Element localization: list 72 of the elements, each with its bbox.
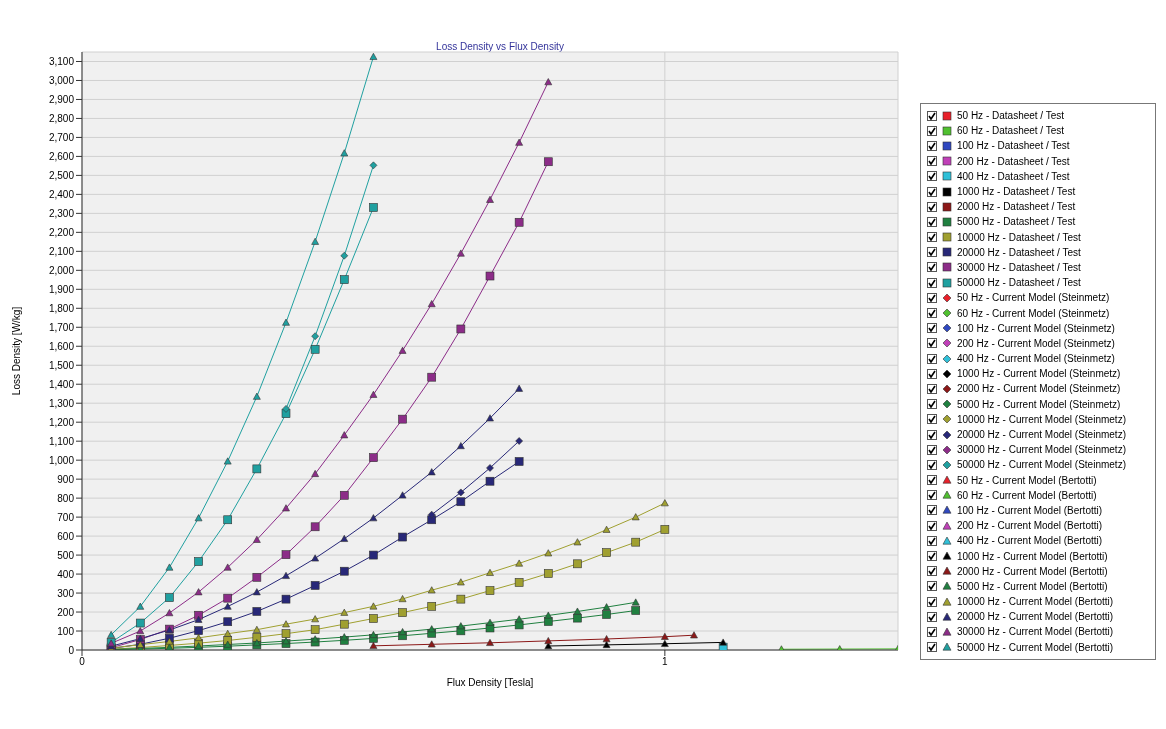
legend-label: 30000 Hz - Current Model (Bertotti) bbox=[957, 626, 1114, 638]
legend-label: 50000 Hz - Current Model (Bertotti) bbox=[957, 641, 1114, 653]
y-tick-label: 3,100 bbox=[48, 56, 75, 68]
legend-label: 400 Hz - Current Model (Bertotti) bbox=[957, 535, 1103, 547]
legend-label: 400 Hz - Current Model (Steinmetz) bbox=[957, 353, 1115, 365]
y-tick-label: 1,600 bbox=[48, 340, 75, 352]
legend-label: 1000 Hz - Datasheet / Test bbox=[957, 186, 1076, 198]
legend-label: 200 Hz - Current Model (Bertotti) bbox=[957, 520, 1103, 532]
legend-label: 5000 Hz - Datasheet / Test bbox=[957, 216, 1076, 228]
y-tick-label: 2,100 bbox=[48, 245, 75, 257]
legend-label: 100 Hz - Current Model (Bertotti) bbox=[957, 504, 1103, 516]
legend-label: 10000 Hz - Current Model (Steinmetz) bbox=[957, 413, 1126, 425]
y-tick-label: 700 bbox=[57, 511, 75, 523]
y-tick-label: 100 bbox=[57, 625, 75, 637]
legend-label: 100 Hz - Datasheet / Test bbox=[957, 140, 1070, 152]
y-tick-label: 2,200 bbox=[48, 226, 75, 238]
legend-label: 2000 Hz - Current Model (Steinmetz) bbox=[957, 383, 1121, 395]
y-tick-label: 1,300 bbox=[48, 397, 75, 409]
y-tick-label: 1,100 bbox=[48, 435, 75, 447]
y-tick-label: 1,800 bbox=[48, 302, 75, 314]
y-tick-label: 2,600 bbox=[48, 150, 75, 162]
y-tick-label: 1,200 bbox=[48, 416, 75, 428]
legend-label: 10000 Hz - Current Model (Bertotti) bbox=[957, 596, 1114, 608]
legend-label: 20000 Hz - Current Model (Steinmetz) bbox=[957, 429, 1126, 441]
legend-label: 50 Hz - Current Model (Bertotti) bbox=[957, 474, 1097, 486]
y-tick-label: 2,700 bbox=[48, 131, 75, 143]
y-tick-label: 1,700 bbox=[48, 321, 75, 333]
y-tick-label: 2,300 bbox=[48, 207, 75, 219]
y-axis-title: Loss Density [W/kg] bbox=[10, 306, 22, 396]
y-tick-label: 2,500 bbox=[48, 169, 75, 181]
y-tick-label: 400 bbox=[57, 568, 75, 580]
y-tick-label: 2,400 bbox=[48, 188, 75, 200]
legend-label: 5000 Hz - Current Model (Bertotti) bbox=[957, 580, 1108, 592]
y-tick-label: 2,800 bbox=[48, 112, 75, 124]
legend-label: 30000 Hz - Datasheet / Test bbox=[957, 261, 1081, 273]
legend-label: 50 Hz - Datasheet / Test bbox=[957, 110, 1065, 122]
legend-label: 20000 Hz - Current Model (Bertotti) bbox=[957, 611, 1114, 623]
x-tick-label: 1 bbox=[662, 656, 669, 668]
legend-label: 60 Hz - Datasheet / Test bbox=[957, 125, 1065, 137]
y-tick-label: 900 bbox=[57, 473, 75, 485]
y-tick-label: 200 bbox=[57, 606, 75, 618]
legend-label: 1000 Hz - Current Model (Steinmetz) bbox=[957, 368, 1121, 380]
x-axis-title: Flux Density [Tesla] bbox=[446, 677, 534, 688]
y-tick-label: 1,500 bbox=[48, 359, 75, 371]
legend-label: 60 Hz - Current Model (Steinmetz) bbox=[957, 307, 1110, 319]
legend-label: 60 Hz - Current Model (Bertotti) bbox=[957, 489, 1097, 501]
legend-label: 200 Hz - Current Model (Steinmetz) bbox=[957, 337, 1115, 349]
legend-label: 400 Hz - Datasheet / Test bbox=[957, 170, 1070, 182]
chart-title: Loss Density vs Flux Density bbox=[435, 41, 565, 52]
y-tick-label: 3,000 bbox=[48, 75, 75, 87]
y-tick-label: 800 bbox=[57, 492, 75, 504]
y-tick-label: 2,000 bbox=[48, 264, 75, 276]
y-tick-label: 2,900 bbox=[48, 94, 75, 106]
legend-label: 200 Hz - Datasheet / Test bbox=[957, 155, 1070, 167]
y-tick-label: 1,900 bbox=[48, 283, 75, 295]
legend-label: 20000 Hz - Datasheet / Test bbox=[957, 246, 1081, 258]
y-tick-label: 600 bbox=[57, 530, 75, 542]
legend-label: 2000 Hz - Current Model (Bertotti) bbox=[957, 565, 1108, 577]
legend-label: 2000 Hz - Datasheet / Test bbox=[957, 201, 1076, 213]
legend-label: 50000 Hz - Datasheet / Test bbox=[957, 277, 1081, 289]
legend-label: 10000 Hz - Datasheet / Test bbox=[957, 231, 1081, 243]
legend-label: 50 Hz - Current Model (Steinmetz) bbox=[957, 292, 1110, 304]
y-tick-label: 1,400 bbox=[48, 378, 75, 390]
y-tick-label: 1,000 bbox=[48, 454, 75, 466]
legend-label: 1000 Hz - Current Model (Bertotti) bbox=[957, 550, 1108, 562]
legend-label: 100 Hz - Current Model (Steinmetz) bbox=[957, 322, 1115, 334]
y-tick-label: 300 bbox=[57, 587, 75, 599]
y-tick-label: 500 bbox=[57, 549, 75, 561]
legend-label: 50000 Hz - Current Model (Steinmetz) bbox=[957, 459, 1126, 471]
legend-label: 30000 Hz - Current Model (Steinmetz) bbox=[957, 444, 1126, 456]
legend-label: 5000 Hz - Current Model (Steinmetz) bbox=[957, 398, 1121, 410]
y-tick-label: 0 bbox=[68, 644, 75, 656]
